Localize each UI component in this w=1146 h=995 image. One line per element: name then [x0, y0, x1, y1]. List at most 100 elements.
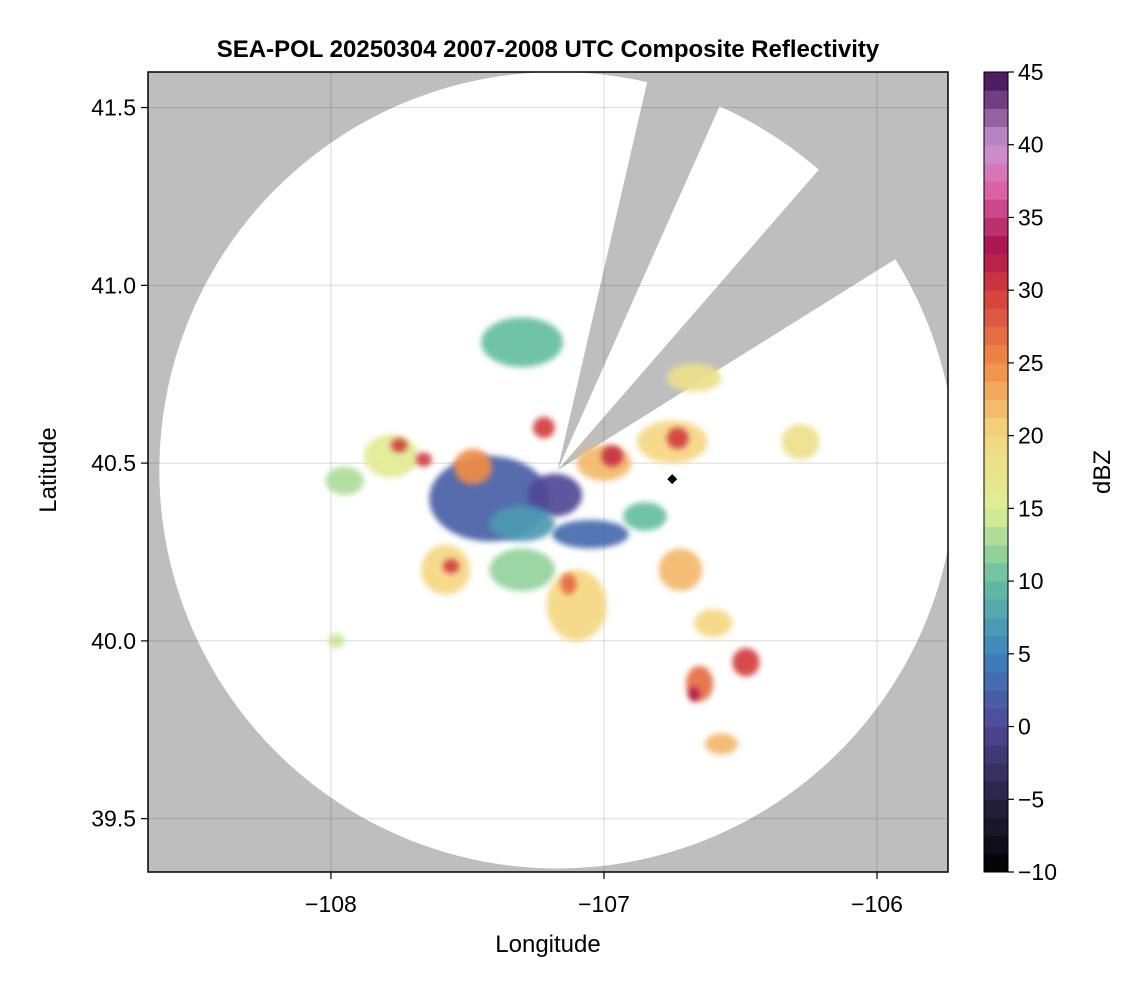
echo-cell — [704, 733, 738, 755]
y-tick-label: 40.0 — [91, 628, 136, 654]
echo-cell — [666, 363, 722, 392]
colorbar-band — [984, 199, 1008, 218]
echo-cell — [601, 445, 624, 467]
colorbar-band — [984, 562, 1008, 582]
colorbar-frame — [983, 71, 1009, 873]
colorbar-band — [984, 399, 1008, 418]
colorbar-band — [984, 490, 1008, 509]
colorbar-tick-label: 15 — [1018, 495, 1044, 521]
x-tick-label: −108 — [305, 891, 357, 917]
echo-cell — [453, 448, 493, 485]
colorbar-band — [984, 799, 1008, 818]
colorbar-band — [984, 108, 1008, 128]
colorbar-band — [984, 381, 1008, 400]
colorbar-band — [984, 290, 1008, 309]
echo-cell — [781, 424, 820, 460]
echo-cell — [489, 505, 555, 542]
colorbar-band — [984, 526, 1008, 546]
echo-cell — [552, 520, 629, 549]
echo-cell — [481, 317, 564, 368]
y-tick-label: 41.0 — [91, 272, 136, 298]
colorbar-band — [984, 162, 1008, 182]
echo-cell — [732, 648, 760, 677]
colorbar-band — [984, 362, 1008, 382]
echo-cell — [694, 608, 733, 638]
echo-cell — [442, 559, 460, 574]
colorbar-band — [984, 853, 1008, 873]
colorbar-tick-label: 30 — [1018, 277, 1044, 303]
colorbar-band — [984, 417, 1008, 437]
colorbar-band — [984, 435, 1008, 455]
x-tick-label: −106 — [851, 891, 903, 917]
echo-cell — [391, 438, 408, 453]
colorbar-tick-label: 10 — [1018, 568, 1044, 594]
colorbar-band — [984, 181, 1008, 200]
y-axis-ticks: 39.5 40.0 40.5 41.0 41.5 — [91, 95, 148, 832]
echo-cell — [489, 548, 555, 592]
colorbar-band — [984, 599, 1008, 618]
colorbar-band — [984, 272, 1008, 291]
colorbar-band — [984, 817, 1008, 837]
colorbar-band — [984, 581, 1008, 600]
x-axis-ticks: −108 −107 −106 — [305, 872, 903, 917]
colorbar-band — [984, 672, 1008, 691]
colorbar-tick-label: 5 — [1018, 641, 1031, 667]
colorbar-band — [984, 781, 1008, 800]
colorbar-band — [984, 508, 1008, 528]
grid-lines — [148, 72, 948, 872]
echo-cell — [560, 573, 577, 595]
colorbar-band — [984, 308, 1008, 328]
colorbar-band — [984, 835, 1008, 855]
y-tick-label: 41.5 — [91, 95, 136, 121]
colorbar-band — [984, 635, 1008, 655]
colorbar-label: dBZ — [1089, 450, 1116, 494]
colorbar-tick-label: 40 — [1018, 132, 1044, 158]
echo-cell — [532, 416, 555, 439]
echo-cell — [623, 502, 667, 531]
colorbar-band — [984, 144, 1008, 164]
echo-cell — [688, 687, 700, 702]
colorbar-band — [984, 344, 1008, 364]
x-tick-label: −107 — [578, 891, 630, 917]
colorbar-band — [984, 744, 1008, 764]
colorbar-band — [984, 235, 1008, 255]
colorbar-tick-label: −10 — [1018, 859, 1057, 885]
radar-site-marker — [667, 474, 678, 485]
colorbar-band — [984, 453, 1008, 473]
colorbar-band — [984, 544, 1008, 564]
y-tick-label: 40.5 — [91, 450, 136, 476]
chart-title: SEA-POL 20250304 2007-2008 UTC Composite… — [217, 36, 880, 63]
colorbar-tick-label: 25 — [1018, 350, 1044, 376]
colorbar-band — [984, 90, 1008, 109]
colorbar-band — [984, 72, 1008, 91]
colorbar-band — [984, 326, 1008, 346]
echo-cell — [415, 452, 432, 467]
colorbar: −10 −5 0 5 10 15 20 25 30 35 40 45 — [983, 59, 1057, 885]
echo-cell — [325, 466, 364, 496]
x-axis-label: Longitude — [495, 931, 600, 958]
echo-cell — [328, 633, 345, 649]
colorbar-band — [984, 690, 1008, 709]
echo-cell — [666, 427, 689, 449]
colorbar-tick-label: 45 — [1018, 59, 1044, 85]
colorbar-band — [984, 253, 1008, 273]
colorbar-tick-label: 35 — [1018, 204, 1044, 230]
colorbar-band — [984, 762, 1008, 782]
colorbar-band — [984, 726, 1008, 746]
echo-layer — [325, 317, 820, 755]
echo-cell — [363, 434, 419, 478]
colorbar-band — [984, 653, 1008, 673]
y-axis-label: Latitude — [35, 427, 62, 512]
colorbar-tick-label: 20 — [1018, 423, 1044, 449]
colorbar-band — [984, 617, 1008, 637]
colorbar-band — [984, 217, 1008, 237]
marker-layer — [667, 474, 678, 485]
plot-frame — [147, 71, 949, 873]
echo-cell — [658, 548, 703, 592]
colorbar-band — [984, 708, 1008, 728]
echo-cell — [546, 569, 607, 641]
colorbar-tick-label: 0 — [1018, 714, 1031, 740]
y-tick-label: 39.5 — [91, 806, 136, 832]
